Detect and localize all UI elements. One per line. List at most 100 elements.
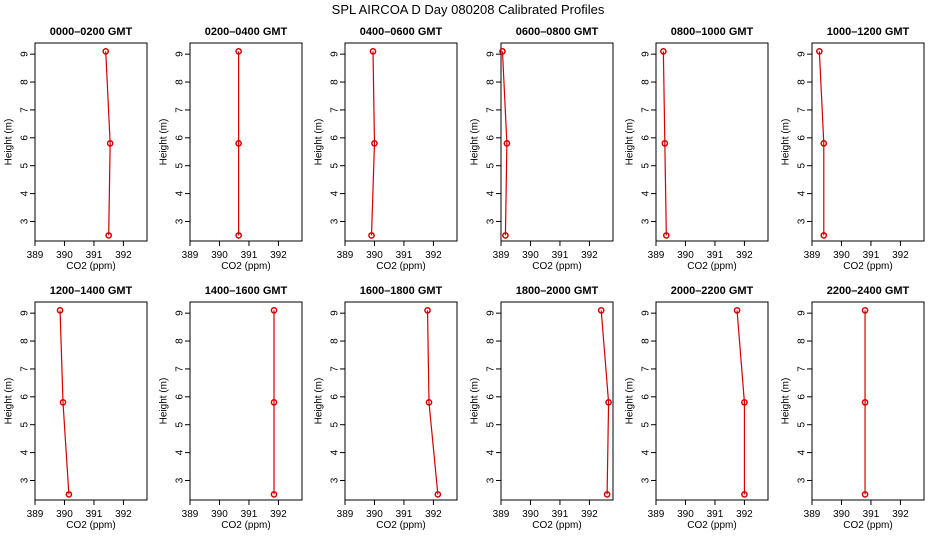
- x-tick-label: 392: [581, 509, 598, 520]
- y-tick-label: 4: [330, 449, 341, 455]
- y-tick-label: 7: [330, 366, 341, 372]
- y-tick-label: 9: [486, 51, 497, 57]
- data-point: [733, 307, 741, 314]
- y-tick-label: 9: [641, 51, 652, 57]
- x-axis-label: CO2 (ppm): [687, 261, 736, 272]
- y-axis-label: Height (m): [314, 378, 325, 425]
- y-tick-label: 6: [330, 394, 341, 400]
- y-tick-label: 7: [486, 366, 497, 372]
- y-tick-label: 4: [20, 449, 31, 455]
- x-axis-label: CO2 (ppm): [376, 520, 425, 531]
- y-tick-label: 6: [175, 394, 186, 400]
- x-tick-label: 391: [86, 250, 103, 261]
- data-point: [270, 491, 278, 498]
- x-tick-label: 390: [522, 250, 539, 261]
- y-tick-label: 6: [330, 135, 341, 141]
- series-line: [818, 51, 825, 236]
- y-axis-label: Height (m): [159, 119, 170, 166]
- x-tick-label: 392: [892, 509, 909, 520]
- x-tick-label: 392: [425, 250, 442, 261]
- x-axis-label: CO2 (ppm): [532, 261, 581, 272]
- y-tick-label: 7: [175, 107, 186, 113]
- data-point: [660, 48, 667, 55]
- y-axis-label: Height (m): [470, 119, 481, 166]
- x-axis-label: CO2 (ppm): [687, 520, 736, 531]
- x-tick-label: 391: [241, 250, 258, 261]
- x-tick-label: 392: [270, 509, 287, 520]
- panel-title: 1800–2000 GMT: [516, 285, 599, 297]
- data-point: [861, 307, 869, 314]
- y-tick-label: 9: [20, 310, 31, 316]
- series-line: [105, 51, 111, 236]
- y-tick-label: 5: [797, 421, 808, 427]
- data-point: [369, 48, 377, 55]
- y-tick-label: 6: [641, 135, 652, 141]
- panel-title: 0000–0200 GMT: [50, 26, 133, 38]
- series-line: [370, 51, 376, 236]
- y-tick-label: 6: [797, 394, 808, 400]
- data-point: [425, 399, 433, 406]
- x-tick-label: 392: [270, 250, 287, 261]
- x-axis-label: CO2 (ppm): [221, 261, 270, 272]
- data-point: [56, 307, 64, 314]
- y-tick-label: 4: [175, 449, 186, 455]
- x-tick-label: 391: [863, 509, 880, 520]
- x-tick-label: 389: [493, 509, 510, 520]
- x-tick-label: 390: [833, 509, 850, 520]
- y-tick-label: 3: [330, 477, 341, 483]
- panel-title: 0800–1000 GMT: [671, 26, 754, 38]
- y-tick-label: 8: [797, 79, 808, 85]
- y-tick-label: 8: [175, 79, 186, 85]
- plot-frame: [189, 42, 303, 242]
- data-point: [605, 399, 612, 406]
- y-axis-label: Height (m): [625, 378, 636, 425]
- panel-title: 0200–0400 GMT: [205, 26, 288, 38]
- x-axis-label: CO2 (ppm): [221, 520, 270, 531]
- x-tick-label: 391: [396, 250, 413, 261]
- y-tick-label: 9: [175, 51, 186, 57]
- x-tick-label: 389: [337, 509, 354, 520]
- panel-title: 1600–1800 GMT: [360, 285, 443, 297]
- y-tick-label: 8: [641, 338, 652, 344]
- y-tick-label: 3: [175, 218, 186, 224]
- data-point: [662, 232, 670, 239]
- x-tick-label: 389: [337, 250, 354, 261]
- data-point: [597, 307, 605, 314]
- panel-title: 0400–0600 GMT: [360, 26, 443, 38]
- y-tick-label: 5: [175, 162, 186, 168]
- y-tick-label: 5: [330, 162, 341, 168]
- y-axis-label: Height (m): [314, 119, 325, 166]
- x-tick-label: 390: [211, 250, 228, 261]
- x-tick-label: 391: [707, 509, 724, 520]
- x-axis-label: CO2 (ppm): [532, 520, 581, 531]
- x-tick-label: 390: [211, 509, 228, 520]
- x-tick-label: 389: [493, 250, 510, 261]
- y-tick-label: 6: [797, 135, 808, 141]
- y-tick-label: 7: [797, 366, 808, 372]
- x-tick-label: 391: [86, 509, 103, 520]
- plot-frame: [655, 301, 769, 501]
- x-tick-label: 389: [182, 509, 199, 520]
- x-tick-label: 390: [677, 509, 694, 520]
- y-tick-label: 7: [330, 107, 341, 113]
- y-tick-label: 5: [175, 421, 186, 427]
- y-tick-label: 8: [797, 338, 808, 344]
- y-tick-label: 8: [175, 338, 186, 344]
- data-point: [661, 140, 669, 147]
- x-tick-label: 389: [804, 509, 821, 520]
- data-point: [235, 232, 242, 239]
- x-tick-label: 391: [552, 509, 569, 520]
- y-tick-label: 3: [641, 218, 652, 224]
- panel-title: 1400–1600 GMT: [205, 285, 288, 297]
- data-point: [235, 48, 242, 55]
- y-tick-label: 7: [20, 107, 31, 113]
- y-tick-label: 5: [486, 421, 497, 427]
- y-tick-label: 9: [797, 51, 808, 57]
- y-axis-label: Height (m): [781, 119, 792, 166]
- y-tick-label: 7: [175, 366, 186, 372]
- data-point: [59, 399, 67, 406]
- x-tick-label: 392: [736, 509, 753, 520]
- y-tick-label: 5: [20, 421, 31, 427]
- data-point: [102, 48, 110, 55]
- y-tick-label: 8: [330, 79, 341, 85]
